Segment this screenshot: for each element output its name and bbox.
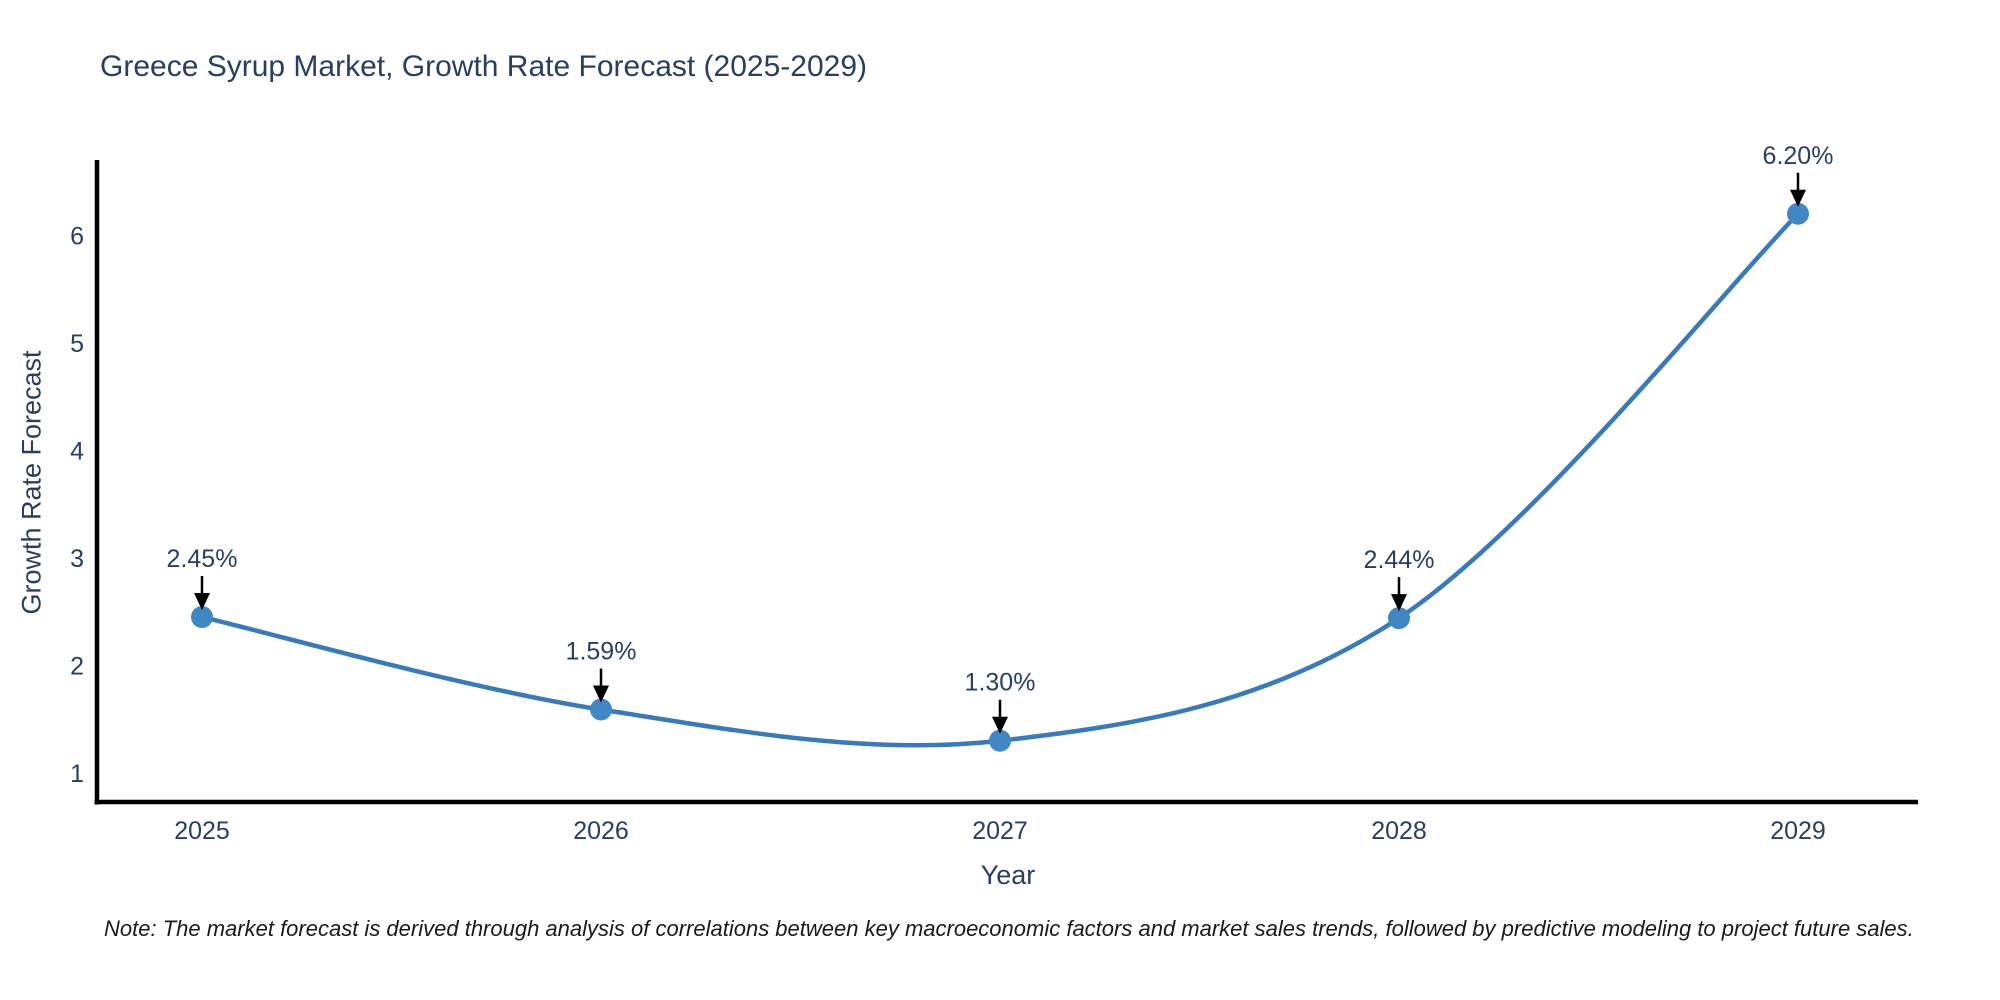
point-value-label: 1.30%	[965, 669, 1036, 697]
x-tick-label: 2026	[573, 817, 629, 845]
annotation-arrowhead-icon	[992, 716, 1008, 734]
data-point-marker	[191, 606, 213, 629]
annotation-layer: 2.45% 1.59% 1.30% 2.44% 6.20%	[167, 142, 1834, 734]
annotation-arrowhead-icon	[1391, 594, 1407, 612]
chart-title: Greece Syrup Market, Growth Rate Forecas…	[100, 50, 867, 83]
data-point-marker	[1388, 607, 1410, 630]
annotation-arrowhead-icon	[194, 593, 210, 611]
point-value-label: 1.59%	[566, 638, 637, 666]
data-point-marker	[1787, 202, 1809, 225]
footnote: Note: The market forecast is derived thr…	[104, 916, 1914, 941]
annotation-arrowhead-icon	[1790, 189, 1806, 207]
point-value-label: 6.20%	[1763, 142, 1834, 170]
series-layer	[191, 202, 1809, 752]
y-tick-label: 6	[70, 222, 84, 250]
x-tick-label: 2028	[1371, 817, 1427, 845]
y-tick-label: 2	[70, 652, 84, 680]
y-tick-label: 4	[70, 437, 84, 465]
x-tick-label: 2027	[972, 817, 1028, 845]
axes-layer: 1 2 3 4 5 6 2025 2026 2027 2028 2029	[70, 160, 1918, 845]
y-tick-label: 1	[70, 760, 84, 788]
x-tick-label: 2029	[1770, 817, 1826, 845]
y-tick-label: 3	[70, 545, 84, 573]
x-tick-label: 2025	[174, 817, 230, 845]
x-axis-title: Year	[980, 860, 1036, 890]
point-value-label: 2.44%	[1364, 546, 1435, 574]
forecast-line	[201, 212, 1800, 748]
y-axis-title: Growth Rate Forecast	[16, 350, 47, 615]
data-point-marker	[590, 698, 612, 721]
point-value-label: 2.45%	[167, 545, 238, 573]
data-point-marker	[989, 729, 1011, 752]
annotation-arrowhead-icon	[593, 685, 609, 703]
y-tick-label: 5	[70, 330, 84, 358]
